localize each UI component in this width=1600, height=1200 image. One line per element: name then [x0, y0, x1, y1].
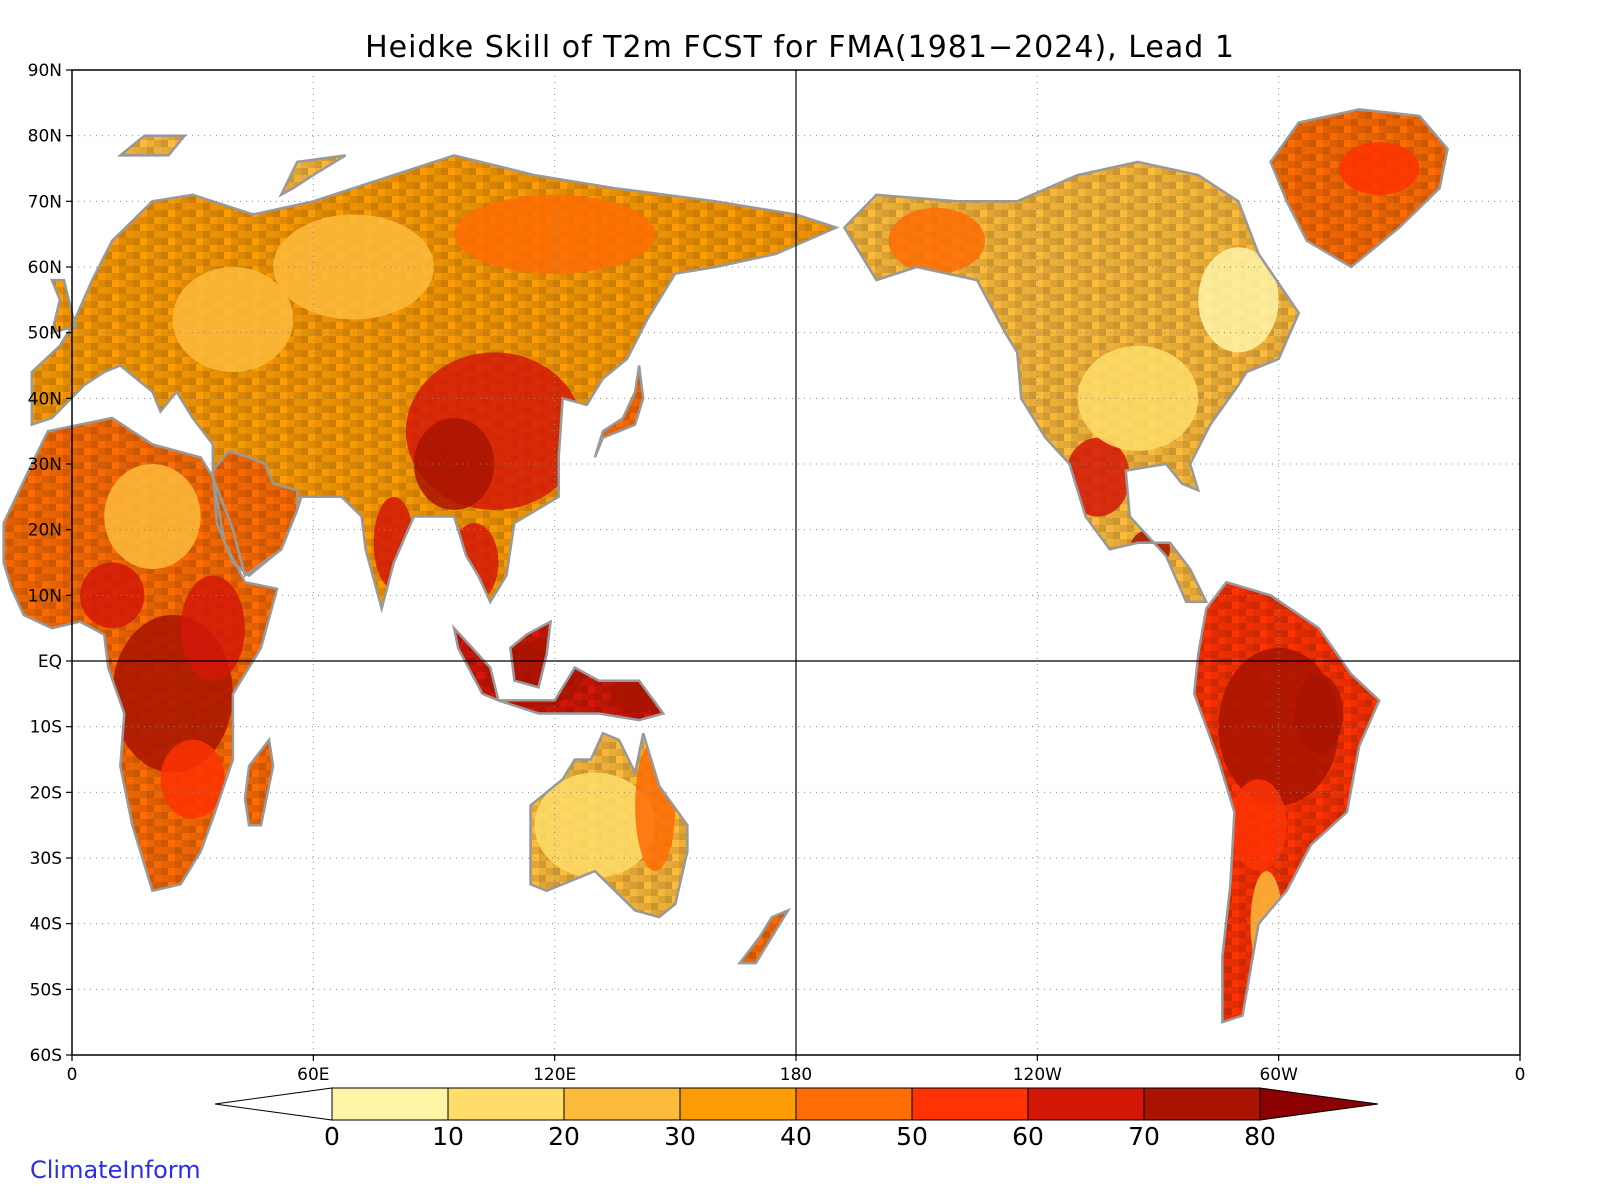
colorbar-label: 20 — [548, 1122, 580, 1151]
skill-region-20 — [1339, 142, 1420, 195]
skill-region-25 — [635, 739, 676, 872]
land-madagascar-texture — [245, 739, 274, 826]
lat-tick-label: EQ — [38, 652, 62, 672]
colorbar-label: 30 — [664, 1122, 696, 1151]
land-arabia-coast — [211, 449, 299, 578]
land-north-america-texture — [844, 161, 1299, 602]
lat-tick-label: 10S — [30, 718, 62, 738]
land-arabia-texture — [212, 450, 298, 576]
skill-region-9 — [80, 562, 145, 629]
lat-tick-label: 30S — [30, 849, 62, 869]
land-madagascar-coast — [243, 736, 275, 827]
colorbar-swatch — [795, 1087, 913, 1121]
land-svalbard-coast — [116, 134, 188, 157]
land-japan-coast — [593, 365, 645, 458]
skill-region-7 — [180, 575, 245, 681]
lon-tick-label: 60W — [1259, 1065, 1298, 1085]
colorbar-swatch — [447, 1087, 565, 1121]
lon-tick-label: 120W — [1013, 1065, 1062, 1085]
lon-tick-label: 0 — [67, 1065, 78, 1085]
skill-region-12 — [1230, 779, 1287, 872]
skill-region-16 — [1129, 529, 1171, 570]
colorbar-label: 80 — [1244, 1122, 1276, 1151]
lat-tick-label: 50N — [28, 324, 62, 344]
lon-tick-label: 60E — [297, 1065, 329, 1085]
map-title: Heidke Skill of T2m FCST for FMA(1981−20… — [365, 30, 1235, 65]
land-eurasia-coast — [30, 154, 840, 614]
colorbar-label: 70 — [1128, 1122, 1160, 1151]
skill-region-10 — [104, 464, 201, 570]
colorbar-swatch — [679, 1087, 797, 1121]
skill-region-22 — [454, 194, 656, 274]
lat-tick-label: 70N — [28, 192, 62, 212]
colorbar-label: 60 — [1012, 1122, 1044, 1151]
colorbar-swatch — [1027, 1087, 1145, 1121]
lat-tick-label: 20S — [30, 783, 62, 803]
colorbar-swatch — [331, 1087, 449, 1121]
lat-tick-label: 60N — [28, 258, 62, 278]
land-sumatra-texture — [454, 628, 499, 701]
lat-tick-label: 40N — [28, 389, 62, 409]
land-nz-texture — [739, 910, 788, 964]
land-nz-coast — [737, 907, 792, 965]
lon-tick-label: 0 — [1515, 1065, 1526, 1085]
skill-region-8 — [160, 739, 225, 819]
land-novaya-coast — [278, 154, 347, 198]
grid-lines — [72, 70, 1520, 1055]
colorbar-label: 40 — [780, 1122, 812, 1151]
lat-tick-label: 80N — [28, 127, 62, 147]
lat-tick-label: 10N — [28, 586, 62, 606]
skill-region-14 — [1294, 674, 1344, 753]
skill-region-1 — [413, 418, 495, 510]
land-india-east-coast — [498, 665, 666, 722]
lat-tick-label: 30N — [28, 455, 62, 475]
coastlines — [2, 108, 1449, 1024]
lat-tick-label: 50S — [30, 980, 62, 1000]
lat-tick-label: 20N — [28, 521, 62, 541]
land-svalbard-texture — [120, 135, 185, 156]
brand-label: ClimateInform — [30, 1156, 201, 1184]
land-australia-coast — [529, 731, 689, 919]
colorbar: 0 10 20 30 40 50 60 70 80 — [214, 1087, 1379, 1151]
skill-region-4 — [486, 641, 583, 707]
land-south-america-coast — [1192, 580, 1381, 1024]
colorbar-swatch — [911, 1087, 1029, 1121]
skill-region-24 — [534, 772, 656, 878]
colorbar-low-arrow — [214, 1087, 333, 1121]
skill-region-2 — [373, 496, 414, 589]
land-uk-coast — [50, 278, 78, 335]
colorbar-swatch — [1143, 1087, 1261, 1121]
land-greenland-coast — [1269, 108, 1449, 269]
skill-region-17 — [888, 207, 986, 274]
land-north-america-coast — [842, 160, 1301, 604]
land-borneo-coast — [509, 619, 553, 689]
skill-region-19 — [1198, 247, 1279, 353]
colorbar-swatch — [563, 1087, 681, 1121]
colorbar-label: 10 — [432, 1122, 464, 1151]
skill-region-18 — [1077, 345, 1199, 451]
skill-region-21 — [273, 214, 434, 320]
skill-region-15 — [1065, 437, 1130, 517]
land-japan-texture — [594, 365, 644, 458]
colorbar-label: 0 — [324, 1122, 340, 1151]
colorbar-high-arrow — [1259, 1087, 1379, 1121]
colorbar-label: 50 — [896, 1122, 928, 1151]
lat-tick-label: 60S — [30, 1046, 62, 1066]
lat-tick-label: 90N — [28, 61, 62, 81]
skill-region-23 — [172, 267, 294, 373]
skill-region-3 — [450, 523, 499, 602]
lon-tick-label: 180 — [780, 1065, 812, 1085]
lat-tick-label: 40S — [30, 915, 62, 935]
land-africa-coast — [2, 416, 279, 893]
lon-tick-label: 120E — [533, 1065, 576, 1085]
